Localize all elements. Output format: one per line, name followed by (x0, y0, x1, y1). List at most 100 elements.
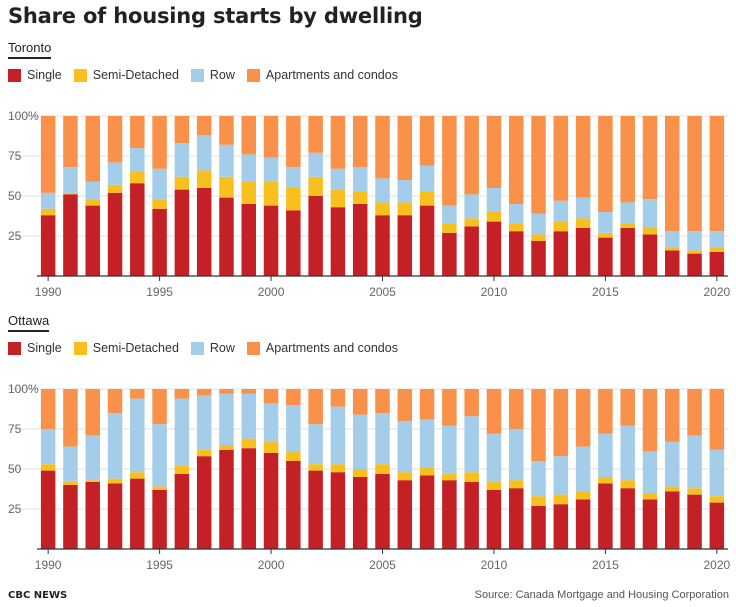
legend-label: Single (27, 341, 62, 355)
bar-single-2011 (508, 231, 524, 276)
bar-single-1994 (130, 183, 145, 276)
bar-single-2000 (263, 205, 279, 276)
bar-semi-detached-2014 (575, 491, 591, 500)
bar-single-2016 (620, 488, 635, 549)
bar-semi-detached-2002 (308, 176, 323, 196)
bar-apartments-and-condos-2000 (263, 116, 279, 158)
bar-single-2006 (397, 480, 413, 549)
bar-single-2019 (687, 253, 702, 276)
bar-single-1992 (85, 205, 100, 276)
bar-apartments-and-condos-1995 (152, 116, 167, 169)
bar-apartments-and-condos-2007 (419, 389, 435, 420)
bar-row-2019 (687, 231, 702, 251)
bar-row-2007 (419, 165, 435, 192)
bar-row-2003 (330, 168, 346, 190)
bar-apartments-and-condos-1996 (174, 116, 190, 144)
bar-single-2014 (575, 228, 591, 276)
bar-single-2002 (308, 196, 323, 276)
bar-semi-detached-2020 (709, 496, 725, 503)
bar-apartments-and-condos-2013 (553, 389, 569, 457)
y-tick-label: 25 (8, 229, 22, 243)
bar-row-2006 (397, 180, 413, 203)
bar-semi-detached-1996 (174, 465, 190, 474)
bar-apartments-and-condos-2000 (263, 389, 279, 404)
bar-row-2002 (308, 152, 323, 177)
bar-apartments-and-condos-2001 (286, 389, 301, 405)
bar-semi-detached-1991 (63, 481, 78, 485)
bar-apartments-and-condos-2017 (642, 116, 658, 200)
bar-semi-detached-2001 (286, 451, 301, 461)
x-tick-label: 2005 (369, 558, 396, 572)
bar-apartments-and-condos-2018 (665, 389, 680, 442)
bar-apartments-and-condos-2016 (620, 116, 635, 203)
bar-apartments-and-condos-1995 (152, 389, 167, 425)
legend-item-apartments: Apartments and condos (246, 68, 398, 82)
bar-semi-detached-2012 (531, 234, 546, 241)
bar-single-1998 (219, 449, 234, 549)
bar-semi-detached-2016 (620, 480, 635, 489)
bar-semi-detached-2015 (598, 477, 613, 484)
x-tick-label: 1990 (35, 558, 62, 572)
bar-single-2005 (375, 215, 390, 276)
bar-semi-detached-1992 (85, 199, 100, 206)
bar-row-2004 (352, 167, 368, 192)
legend-swatch (246, 341, 260, 355)
page-title: Share of housing starts by dwelling (8, 4, 423, 28)
bar-apartments-and-condos-2009 (464, 389, 479, 417)
bar-apartments-and-condos-1990 (40, 116, 56, 193)
x-tick-label: 2010 (481, 285, 508, 299)
chart-legend: Single Semi-Detached Row Apartments and … (8, 68, 410, 82)
bar-single-2012 (531, 240, 546, 276)
legend-item-row: Row (190, 68, 235, 82)
legend-swatch (246, 68, 260, 82)
x-tick-label: 1995 (146, 285, 173, 299)
bar-row-1995 (152, 168, 167, 200)
bar-single-1997 (196, 188, 212, 276)
bar-single-2003 (330, 207, 346, 276)
bar-row-2005 (375, 178, 390, 203)
bar-row-2018 (665, 231, 680, 248)
bar-single-1999 (241, 448, 257, 549)
bar-apartments-and-condos-1991 (63, 389, 78, 447)
bar-row-1992 (85, 181, 100, 200)
bar-semi-detached-2007 (419, 467, 435, 476)
legend-label: Semi-Detached (92, 68, 179, 82)
legend-swatch (73, 68, 87, 82)
bar-apartments-and-condos-1997 (196, 116, 212, 136)
bar-single-2008 (442, 480, 457, 549)
bar-apartments-and-condos-2019 (687, 116, 702, 232)
chart-plot: 25 50 75 100% 1990 1995 2000 2005 2010 2015 2020 (8, 109, 731, 299)
bar-row-2007 (419, 419, 435, 468)
bar-single-2004 (352, 477, 368, 549)
bar-semi-detached-2018 (665, 247, 680, 251)
bar-single-2017 (642, 499, 658, 549)
bar-semi-detached-1991 (63, 192, 78, 195)
bar-single-2012 (531, 505, 546, 549)
bar-semi-detached-2004 (352, 469, 368, 477)
bar-apartments-and-condos-1999 (241, 116, 257, 155)
bar-single-2018 (665, 491, 680, 549)
bar-single-2013 (553, 231, 569, 276)
bar-semi-detached-2005 (375, 202, 390, 216)
bar-single-2013 (553, 504, 569, 549)
bar-single-2019 (687, 494, 702, 549)
bar-semi-detached-2009 (464, 218, 479, 227)
bar-apartments-and-condos-2003 (330, 389, 346, 407)
bar-single-2017 (642, 234, 658, 276)
bar-apartments-and-condos-2001 (286, 116, 301, 168)
legend-label: Row (209, 341, 235, 355)
bar-row-2013 (553, 200, 569, 222)
bar-apartments-and-condos-2002 (308, 116, 323, 153)
bar-apartments-and-condos-2005 (375, 389, 390, 413)
bar-apartments-and-condos-2007 (419, 116, 435, 166)
bar-apartments-and-condos-2018 (665, 116, 680, 232)
bar-apartments-and-condos-2004 (352, 389, 368, 415)
bar-apartments-and-condos-2011 (508, 389, 524, 429)
y-tick-label: 100% (8, 109, 39, 123)
bar-semi-detached-2000 (263, 441, 279, 453)
chart-panel-toronto: Toronto Single Semi-Detached Row Apartme… (0, 40, 736, 302)
bar-apartments-and-condos-1992 (85, 389, 100, 436)
bar-row-1994 (130, 398, 145, 473)
bar-single-1996 (174, 473, 190, 549)
bar-semi-detached-2007 (419, 191, 435, 206)
